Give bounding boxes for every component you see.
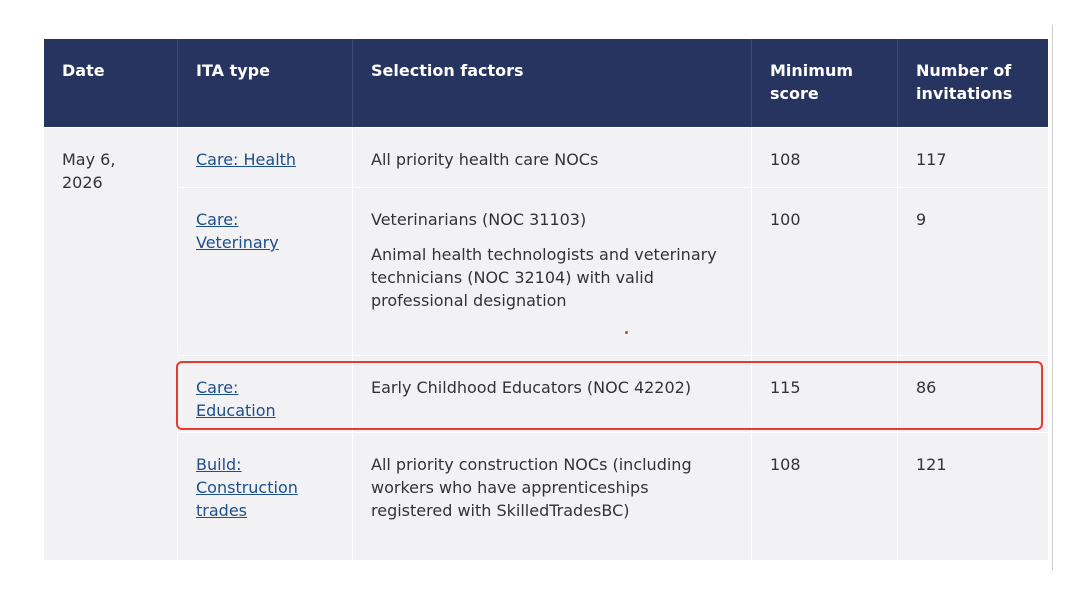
- ita-type-link[interactable]: Care: Veterinary: [196, 210, 279, 252]
- selection-text: All priority health care NOCs: [371, 150, 599, 169]
- selection-text: All priority construction NOCs (includin…: [371, 455, 692, 520]
- selection-cell: Veterinarians (NOC 31103) Animal health t…: [352, 187, 751, 355]
- invitations-text: 86: [916, 378, 937, 397]
- header-text: ITA type: [196, 61, 270, 80]
- selection-text: Animal health technologists and veterina…: [371, 245, 717, 310]
- header-cell: Number of invitations: [897, 39, 1048, 127]
- ita-type-cell: Care: Veterinary: [177, 187, 352, 355]
- header-text: Minimum score: [770, 61, 854, 103]
- score-cell: 115: [751, 355, 897, 432]
- header-text: Date: [62, 61, 105, 80]
- ita-type-link[interactable]: Build: Construction trades: [196, 455, 298, 520]
- score-cell: 100: [751, 187, 897, 355]
- date-cell: May 6, 2026: [44, 127, 177, 560]
- ita-type-link[interactable]: Care: Education: [196, 378, 276, 420]
- selection-cell: All priority construction NOCs (includin…: [352, 432, 751, 560]
- invitations-text: 117: [916, 150, 947, 169]
- score-cell: 108: [751, 127, 897, 187]
- invitations-cell: 86: [897, 355, 1048, 432]
- score-cell: 108: [751, 432, 897, 560]
- ita-type-link[interactable]: Care: Health: [196, 150, 297, 169]
- header-cell: Selection factors: [352, 39, 751, 127]
- ita-type-cell: Build: Construction trades: [177, 432, 352, 560]
- selection-text: Veterinarians (NOC 31103): [371, 210, 587, 229]
- invitations-cell: 9: [897, 187, 1048, 355]
- selection-cell: Early Childhood Educators (NOC 42202): [352, 355, 751, 432]
- header-text: Selection factors: [371, 61, 524, 80]
- header-cell: Minimum score: [751, 39, 897, 127]
- invitations-text: 121: [916, 455, 947, 474]
- ita-type-cell: Care: Education: [177, 355, 352, 432]
- header-cell: Date: [44, 39, 177, 127]
- invitations-cell: 121: [897, 432, 1048, 560]
- score-text: 108: [770, 455, 801, 474]
- score-text: 115: [770, 378, 801, 397]
- highlight-box: [176, 361, 1043, 430]
- date-text: May 6, 2026: [62, 150, 116, 192]
- annotation-dot: [625, 331, 628, 334]
- header-cell: ITA type: [177, 39, 352, 127]
- selection-text: Early Childhood Educators (NOC 42202): [371, 378, 692, 397]
- invitations-cell: 117: [897, 127, 1048, 187]
- ita-type-cell: Care: Health: [177, 127, 352, 187]
- score-text: 108: [770, 150, 801, 169]
- invitations-text: 9: [916, 210, 927, 229]
- divider: [1052, 25, 1053, 570]
- score-text: 100: [770, 210, 801, 229]
- selection-cell: All priority health care NOCs: [352, 127, 751, 187]
- header-text: Number of invitations: [916, 61, 1013, 103]
